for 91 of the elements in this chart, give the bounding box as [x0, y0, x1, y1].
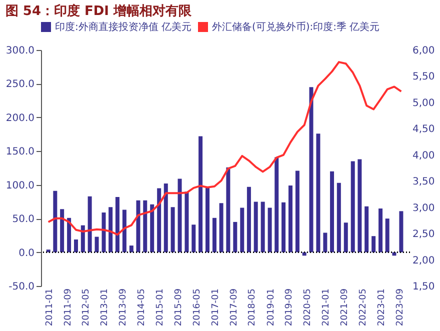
x-tick-label: 2012-05 — [82, 288, 92, 326]
bar — [122, 210, 126, 252]
bar — [344, 222, 348, 252]
x-tick-label: 2019-09 — [284, 288, 295, 326]
x-tick-label: 2023-09 — [395, 288, 406, 326]
x-tick-label: 2020-05 — [303, 288, 314, 326]
bar — [88, 196, 92, 252]
bar — [67, 218, 72, 252]
y2-tick-label: 2,00 — [412, 255, 435, 266]
x-tick-label: 2013-01 — [100, 288, 110, 326]
bar — [178, 178, 182, 252]
bar — [330, 171, 334, 252]
y-tick-label: 150.0 — [6, 146, 34, 158]
y2-tick-label: 4,00 — [412, 150, 435, 162]
bar — [240, 208, 244, 252]
bar — [364, 206, 369, 252]
bar — [219, 203, 224, 252]
bar — [358, 159, 362, 252]
x-tick-label: 2011-01 — [44, 288, 55, 326]
bar — [226, 167, 230, 252]
bar — [385, 218, 390, 252]
line-series — [47, 61, 402, 236]
x-tick-label: 2017-01 — [210, 288, 221, 326]
bar — [157, 188, 162, 252]
x-tick-label: 2021-09 — [340, 288, 350, 326]
bar — [170, 207, 175, 252]
chart-title: 图 54：印度 FDI 增幅相对有限 — [5, 3, 193, 19]
y2-tick-label: 3,50 — [412, 176, 435, 188]
bar — [143, 200, 148, 252]
bar — [246, 186, 251, 252]
bar — [323, 232, 328, 252]
bar — [60, 209, 64, 252]
y2-tick-label: 1,50 — [412, 282, 435, 292]
y2-tick-label: 5,50 — [412, 72, 435, 83]
bar — [336, 182, 341, 252]
bar — [115, 196, 120, 252]
bar — [164, 184, 168, 252]
bar — [233, 222, 238, 252]
y2-tick-label: 6,00 — [412, 46, 435, 56]
x-tick-label: 2018-05 — [248, 288, 258, 326]
bar — [192, 224, 196, 252]
x-tick-label: 2013-09 — [118, 288, 129, 326]
bar — [74, 239, 78, 252]
bar — [102, 212, 106, 252]
bar — [282, 202, 286, 252]
y2-tick-label: 3,00 — [412, 202, 435, 214]
y2-tick-label: 4,50 — [412, 124, 435, 136]
x-tick-label: 2016-05 — [192, 288, 202, 326]
y-tick-label: -50.0 — [8, 282, 34, 292]
y-tick-label: 250.0 — [6, 79, 34, 90]
x-tick-label: 2017-09 — [229, 288, 240, 326]
bar — [309, 87, 314, 252]
y-tick-label: 300.0 — [6, 46, 34, 56]
bar — [378, 208, 383, 252]
x-tick-label: 2022-05 — [358, 288, 368, 326]
bar — [260, 202, 265, 252]
x-tick-label: 2021-01 — [322, 288, 332, 326]
bar — [108, 207, 113, 252]
bar — [94, 236, 99, 252]
bar — [372, 236, 376, 252]
y-tick-label: 200.0 — [6, 112, 34, 124]
bar — [399, 211, 404, 252]
bar — [198, 136, 203, 252]
y2-tick-label: 5,00 — [412, 98, 435, 109]
bar — [254, 202, 258, 252]
x-tick-label: 2015-01 — [156, 288, 166, 326]
bar — [274, 157, 279, 252]
bar — [129, 246, 134, 252]
y-tick-label: 50.0 — [12, 214, 34, 226]
x-tick-label: 2014-05 — [137, 288, 148, 326]
y-tick-label: 0.0 — [18, 248, 34, 259]
bar — [136, 200, 140, 252]
bar — [268, 208, 272, 252]
bar — [350, 161, 355, 252]
bar — [206, 186, 210, 252]
legend-label: 印度:外商直接投资净值 亿美元 — [55, 21, 192, 33]
bar — [53, 190, 58, 252]
bar — [80, 225, 85, 252]
bar — [316, 134, 320, 252]
bar — [288, 186, 292, 252]
x-tick-label: 2015-09 — [174, 288, 184, 326]
x-tick-label: 2023-01 — [377, 288, 388, 326]
bar — [150, 204, 154, 252]
bar — [184, 192, 189, 252]
x-tick-label: 2011-09 — [63, 288, 74, 326]
y-tick-label: 100.0 — [6, 180, 34, 192]
bar — [212, 218, 216, 252]
legend-label: 外汇储备(可兑换外币):印度:季 亿美元 — [212, 21, 380, 33]
y2-tick-label: 2,50 — [412, 229, 435, 240]
x-tick-label: 2019-01 — [266, 288, 276, 326]
bar — [295, 170, 300, 252]
